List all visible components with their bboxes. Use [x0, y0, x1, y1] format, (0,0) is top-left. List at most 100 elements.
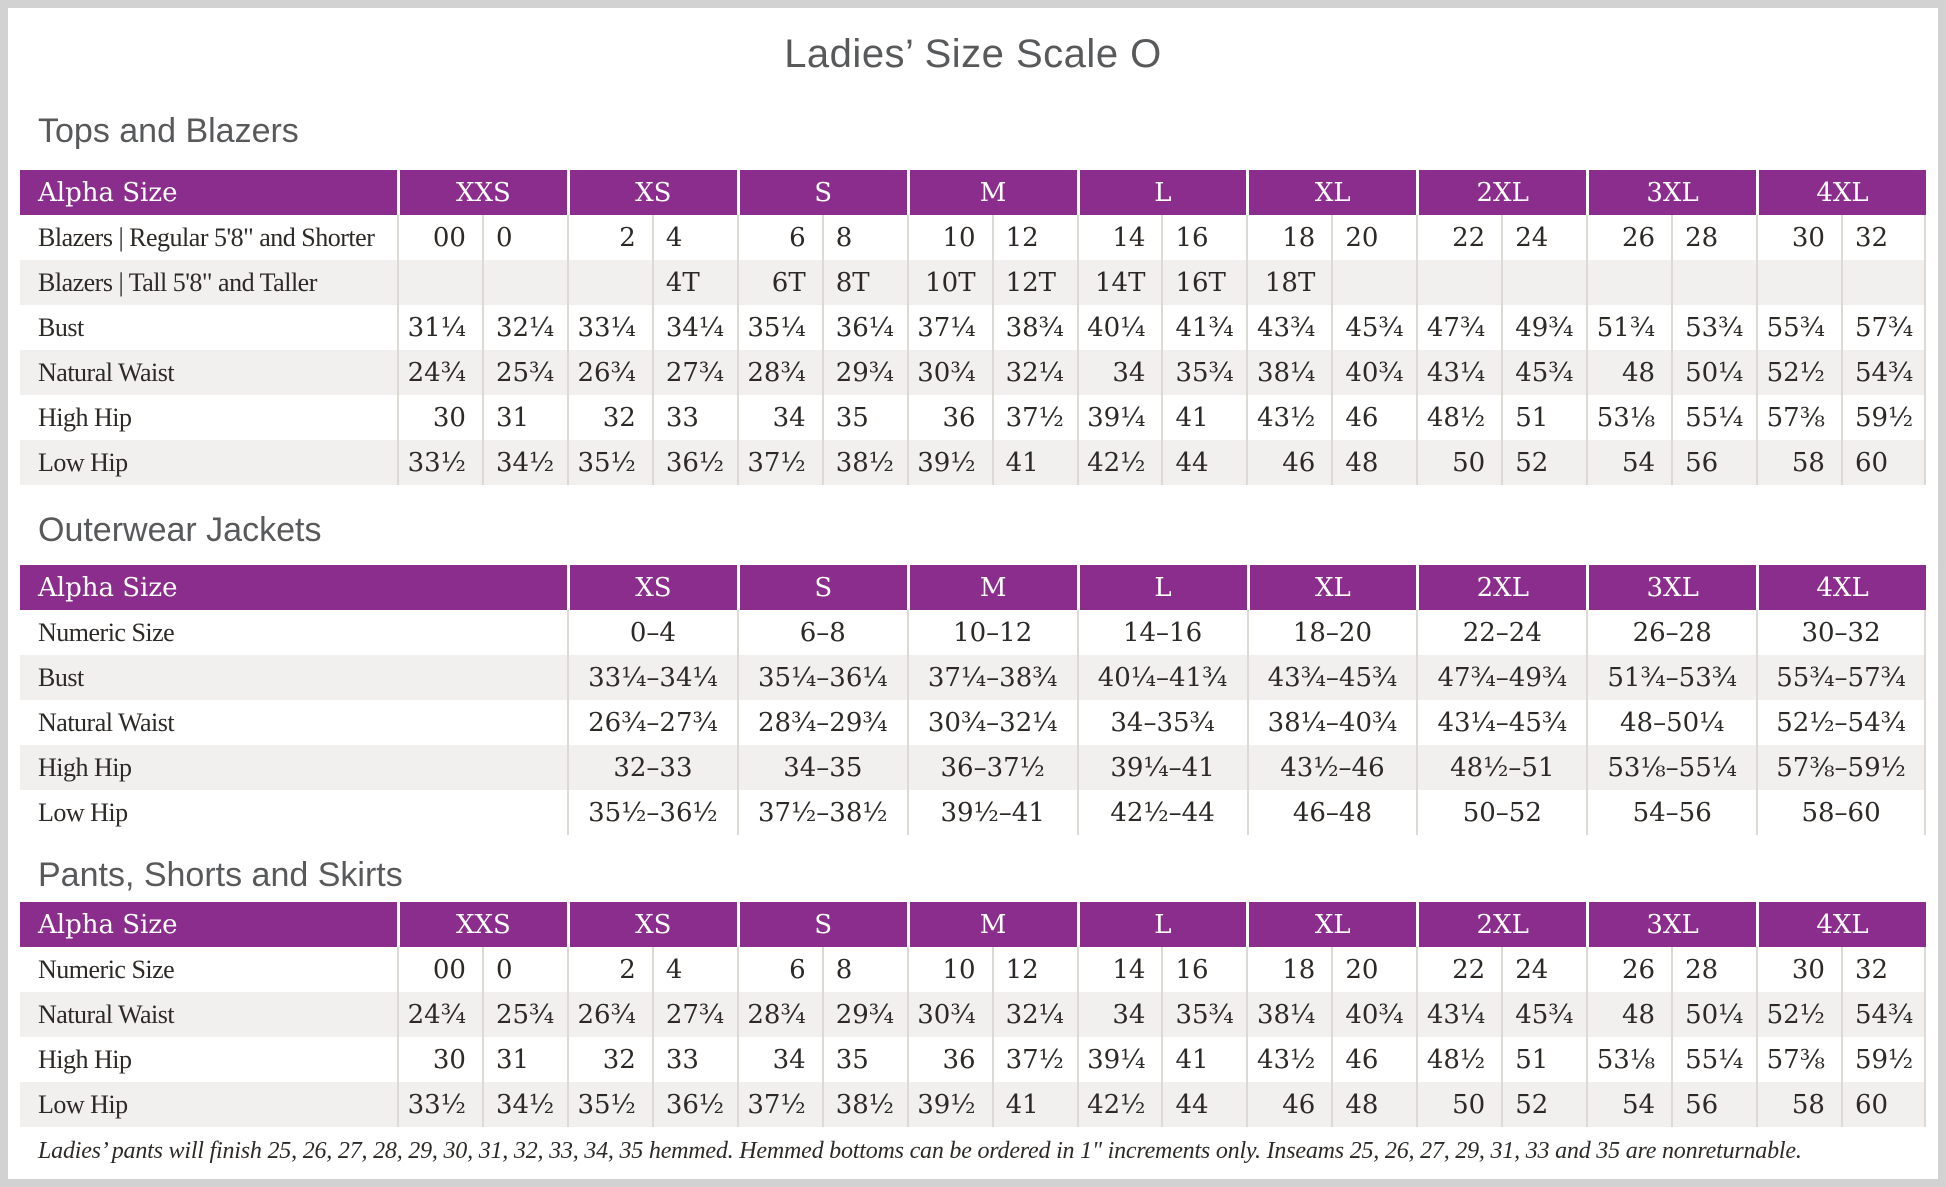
size-cell: 28¾	[736, 350, 822, 395]
size-cell: 33¼	[566, 305, 652, 350]
size-cell: 12	[991, 947, 1077, 992]
size-cell: 48½–51	[1416, 745, 1586, 790]
table-row: Blazers | Tall 5'8" and Taller 4T 6T 8T 10T 1…	[20, 260, 1926, 305]
size-cell: 36	[906, 395, 992, 440]
section-tops-and-blazers: Tops and Blazers Alpha Size XXS XS S M L XL 2XL…	[20, 112, 1926, 485]
size-cell	[1671, 260, 1756, 305]
size-cell: 39½	[906, 440, 992, 485]
size-cell: 57¾	[1840, 305, 1926, 350]
size-cell	[1501, 260, 1586, 305]
size-cell: 50–52	[1416, 790, 1586, 835]
size-cell: 52½	[1756, 992, 1841, 1037]
size-cell: 60	[1840, 440, 1926, 485]
size-cell: 34	[1076, 992, 1162, 1037]
size-cell	[1840, 260, 1926, 305]
size-cell: 51	[1501, 395, 1586, 440]
size-cell: 37½	[991, 1037, 1077, 1082]
size-cell: 60	[1840, 1082, 1926, 1127]
size-cell: 55¼	[1671, 1037, 1756, 1082]
size-cell: 6	[736, 215, 822, 260]
size-cell: 40¼	[1076, 305, 1162, 350]
size-column-header: XL	[1246, 565, 1417, 610]
size-cell: 52½–54¾	[1756, 700, 1926, 745]
table-row: Natural Waist 26¾–27¾ 28¾–29¾ 30¾–32¼ 34–35¾…	[20, 700, 1926, 745]
size-cell: 50¼	[1671, 350, 1756, 395]
size-cell: 10	[906, 947, 992, 992]
table-row: Natural Waist 24¾ 25¾ 26¾ 27¾ 28¾ 29¾ 30¾ 32¼ 34 3…	[20, 350, 1926, 395]
size-cell: 48	[1586, 992, 1671, 1037]
size-cell: 32	[1840, 215, 1926, 260]
row-label: Low Hip	[38, 1089, 128, 1119]
size-cell: 31	[481, 395, 567, 440]
size-cell	[481, 260, 567, 305]
size-cell: 18	[1246, 947, 1331, 992]
size-column-header: M	[906, 565, 1077, 610]
size-column-header: 2XL	[1416, 902, 1587, 947]
size-cell: 51¾	[1586, 305, 1671, 350]
size-cell: 26¾–27¾	[567, 700, 737, 745]
size-cell: 55¾–57¾	[1756, 655, 1926, 700]
size-column-header: S	[736, 902, 907, 947]
size-cell: 14–16	[1076, 610, 1247, 655]
size-cell: 10	[906, 215, 992, 260]
size-cell: 43¼–45¾	[1416, 700, 1586, 745]
size-cell: 34–35	[736, 745, 907, 790]
size-cell: 4	[651, 215, 737, 260]
size-cell: 29¾	[821, 350, 907, 395]
size-column-header: 2XL	[1416, 170, 1587, 215]
section-pants-shorts-skirts: Pants, Shorts and Skirts Alpha Size XXS XS…	[20, 856, 1926, 1127]
size-cell: 16	[1161, 947, 1246, 992]
row-label: Bust	[38, 662, 84, 692]
size-column-header: L	[1076, 902, 1247, 947]
size-cell: 35½	[566, 440, 652, 485]
size-cell: 8T	[821, 260, 907, 305]
size-cell: 33½	[397, 1082, 482, 1127]
size-cell: 40¼–41¾	[1076, 655, 1247, 700]
size-cell: 27¾	[651, 992, 737, 1037]
size-cell: 26–28	[1586, 610, 1756, 655]
row-label: High Hip	[38, 752, 132, 782]
table-row: Bust 31¼ 32¼ 33¼ 34¼ 35¼ 36¼ 37¼ 38¾ 40¼ 41¾ 43¾ 45¾…	[20, 305, 1926, 350]
size-cell: 12T	[991, 260, 1077, 305]
size-cell: 41¾	[1161, 305, 1246, 350]
size-cell: 46	[1246, 440, 1331, 485]
size-cell: 25¾	[481, 992, 567, 1037]
size-cell: 38¼–40¾	[1246, 700, 1417, 745]
table-row: High Hip 32–33 34–35 36–37½ 39¼–41 43½–46 48½–…	[20, 745, 1926, 790]
size-cell: 26¾	[566, 350, 652, 395]
table-row: Low Hip 33½ 34½ 35½ 36½ 37½ 38½ 39½ 41 42½ 44 46 48 5…	[20, 1082, 1926, 1127]
size-cell: 25¾	[481, 350, 567, 395]
size-cell: 38¾	[991, 305, 1077, 350]
size-chart-page: Ladies’ Size Scale O Tops and Blazers Al…	[8, 8, 1938, 1179]
size-cell: 34	[736, 395, 822, 440]
size-column-header: 4XL	[1756, 902, 1926, 947]
size-cell: 36½	[651, 440, 737, 485]
size-cell: 0	[481, 215, 567, 260]
size-cell: 47¾–49¾	[1416, 655, 1586, 700]
size-cell: 36¼	[821, 305, 907, 350]
size-cell: 58–60	[1756, 790, 1926, 835]
outerwear-jackets-heading: Outerwear Jackets	[38, 511, 322, 549]
size-cell: 44	[1161, 1082, 1246, 1127]
tops-and-blazers-heading: Tops and Blazers	[38, 112, 299, 150]
size-cell: 48	[1331, 440, 1416, 485]
tops-and-blazers-table: Alpha Size XXS XS S M L XL 2XL 3XL 4XL Blazers | R…	[20, 170, 1926, 485]
size-cell: 44	[1161, 440, 1246, 485]
size-cell: 30¾–32¼	[906, 700, 1077, 745]
size-cell: 49¾	[1501, 305, 1586, 350]
size-cell: 32	[566, 395, 652, 440]
size-cell: 30¾	[906, 992, 992, 1037]
size-cell: 34	[736, 1037, 822, 1082]
size-cell: 43¼	[1416, 992, 1501, 1037]
size-cell: 40¾	[1331, 350, 1416, 395]
table-row: Numeric Size 00 0 2 4 6 8 10 12 14 16 18 20 22 24 26 28 3…	[20, 947, 1926, 992]
size-column-header: XL	[1246, 170, 1417, 215]
size-cell: 41	[1161, 1037, 1246, 1082]
size-cell	[1756, 260, 1841, 305]
size-cell: 54¾	[1840, 992, 1926, 1037]
size-cell: 56	[1671, 440, 1756, 485]
size-cell: 38½	[821, 1082, 907, 1127]
size-cell: 55¼	[1671, 395, 1756, 440]
size-cell: 32–33	[567, 745, 737, 790]
size-cell: 33	[651, 1037, 737, 1082]
